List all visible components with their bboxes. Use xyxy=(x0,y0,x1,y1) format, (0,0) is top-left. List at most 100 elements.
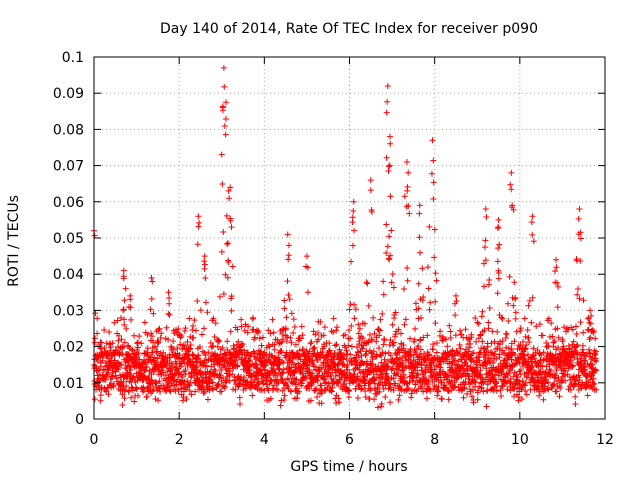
data-point xyxy=(268,352,275,359)
data-point xyxy=(234,363,241,370)
data-point xyxy=(239,341,246,348)
y-tick-label: 0.04 xyxy=(53,267,84,283)
data-point xyxy=(467,340,474,347)
data-point xyxy=(554,304,561,311)
data-point-peak xyxy=(416,249,423,256)
data-point xyxy=(211,373,218,380)
data-point xyxy=(186,346,193,353)
data-point-peak xyxy=(165,289,172,296)
data-point xyxy=(362,388,369,395)
data-point xyxy=(237,377,244,384)
data-point xyxy=(97,392,104,399)
data-point xyxy=(333,400,340,407)
data-point xyxy=(426,223,433,230)
data-point xyxy=(555,344,562,351)
data-point xyxy=(451,379,458,386)
data-point xyxy=(281,385,288,392)
data-point xyxy=(555,334,562,341)
data-point xyxy=(224,274,231,281)
data-point xyxy=(506,367,513,374)
data-point xyxy=(219,180,226,187)
data-point-peak xyxy=(220,64,227,71)
data-point xyxy=(549,333,556,340)
data-point xyxy=(389,321,396,328)
data-point xyxy=(496,354,503,361)
data-point xyxy=(371,396,378,403)
data-point xyxy=(315,336,322,343)
data-point xyxy=(144,331,151,338)
data-point xyxy=(149,333,156,340)
data-point xyxy=(194,363,201,370)
data-point xyxy=(480,283,487,290)
data-point xyxy=(380,386,387,393)
data-point xyxy=(225,259,232,266)
data-point xyxy=(383,221,390,228)
data-point xyxy=(452,332,459,339)
data-point xyxy=(218,151,225,158)
data-point xyxy=(341,378,348,385)
data-point xyxy=(347,351,354,358)
data-point xyxy=(486,276,493,283)
data-point xyxy=(380,341,387,348)
data-point xyxy=(165,310,172,317)
data-point xyxy=(279,336,286,343)
data-point xyxy=(330,315,337,322)
data-point xyxy=(556,393,563,400)
data-point xyxy=(238,323,245,330)
data-point xyxy=(204,309,211,316)
data-point xyxy=(502,357,509,364)
data-point xyxy=(382,350,389,357)
data-point xyxy=(408,390,415,397)
data-point xyxy=(526,297,533,304)
data-point xyxy=(337,376,344,383)
data-point xyxy=(479,308,486,315)
data-point xyxy=(390,375,397,382)
data-point xyxy=(155,326,162,333)
y-tick-label: 0.03 xyxy=(53,303,84,319)
data-point xyxy=(460,366,467,373)
data-point xyxy=(362,394,369,401)
data-point xyxy=(382,382,389,389)
data-point xyxy=(345,394,352,401)
data-point xyxy=(312,386,319,393)
data-point-peak xyxy=(507,181,514,188)
data-point xyxy=(336,346,343,353)
data-point xyxy=(118,336,125,343)
data-point xyxy=(484,387,491,394)
data-point xyxy=(572,377,579,384)
data-point xyxy=(526,339,533,346)
data-point xyxy=(378,352,385,359)
data-point xyxy=(182,325,189,332)
data-point-peak xyxy=(453,297,460,304)
data-point xyxy=(493,388,500,395)
data-point xyxy=(293,385,300,392)
data-point-peak xyxy=(202,275,209,282)
data-point-peak xyxy=(222,131,229,138)
data-point xyxy=(177,334,184,341)
data-point xyxy=(425,381,432,388)
data-point xyxy=(296,347,303,354)
data-point xyxy=(425,285,432,292)
data-point xyxy=(165,336,172,343)
data-point xyxy=(174,344,181,351)
data-point xyxy=(545,379,552,386)
data-point xyxy=(562,367,569,374)
data-point xyxy=(403,203,410,210)
data-point xyxy=(171,330,178,337)
data-point-peak xyxy=(302,263,309,270)
data-point xyxy=(267,395,274,402)
data-point xyxy=(375,363,382,370)
data-point xyxy=(365,302,372,309)
data-point xyxy=(107,347,114,354)
data-point xyxy=(397,385,404,392)
data-point xyxy=(574,341,581,348)
data-point xyxy=(292,381,299,388)
data-point xyxy=(420,334,427,341)
data-point xyxy=(570,362,577,369)
data-point-peak xyxy=(201,258,208,265)
data-point-peak xyxy=(386,133,393,140)
data-point xyxy=(210,343,217,350)
data-point-peak xyxy=(221,83,228,90)
data-point xyxy=(370,314,377,321)
data-point xyxy=(249,392,256,399)
